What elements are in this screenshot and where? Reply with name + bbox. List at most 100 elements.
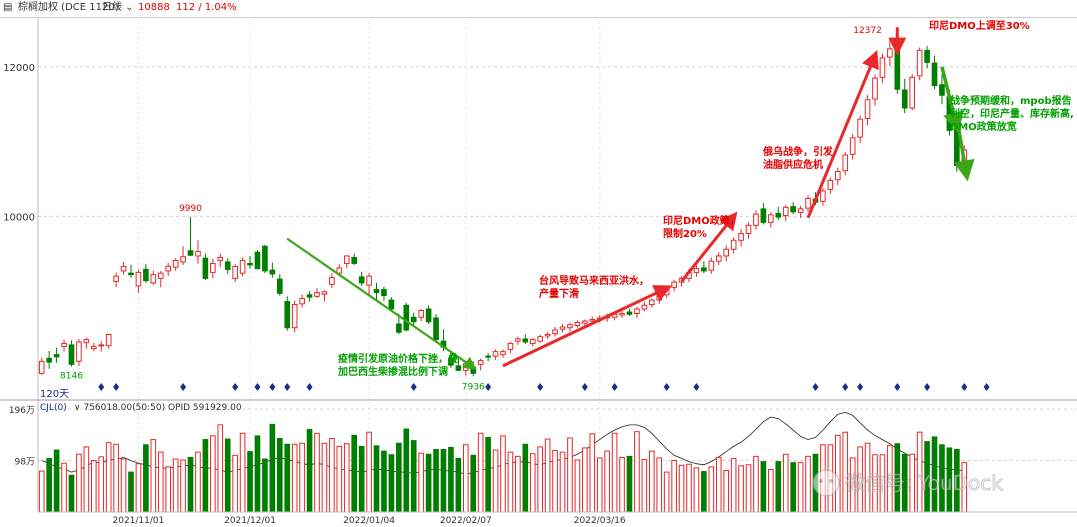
candle-body <box>515 338 521 342</box>
candle-body <box>150 274 157 284</box>
candle-body <box>834 170 841 181</box>
volume-bar <box>46 457 52 513</box>
volume-bar <box>239 432 246 513</box>
volume-bar <box>388 454 395 513</box>
signal-diamond <box>410 383 417 391</box>
candle-body <box>738 233 744 241</box>
candle-body <box>418 310 424 318</box>
candle-body <box>373 289 380 294</box>
volume-bar <box>396 442 402 513</box>
trend-arrow <box>806 50 879 219</box>
candle-body <box>939 84 945 96</box>
annotation-line: 加巴西生柴掺混比例下调 <box>337 365 448 378</box>
signal-diamond <box>485 383 492 391</box>
candle-body <box>448 357 454 366</box>
annotation-line: 限制20% <box>663 227 707 240</box>
annotation-line: 印尼DMO政策， <box>663 214 740 227</box>
volume-bar <box>753 455 759 513</box>
last-price: 10888 <box>138 2 170 13</box>
candle-body <box>247 262 253 266</box>
menu-icon[interactable]: ▤ <box>3 2 13 13</box>
candle-body <box>470 366 477 374</box>
period-select[interactable]: 日线 ⌄ <box>102 0 134 16</box>
candle-body <box>358 276 365 284</box>
period-label: 120天 <box>40 389 69 400</box>
volume-bar <box>611 432 618 513</box>
candle-body <box>842 154 849 172</box>
candle-body <box>529 339 536 344</box>
signal-diamond <box>812 383 819 391</box>
candle-body <box>388 299 395 310</box>
volume-bar <box>708 466 715 513</box>
candle-body <box>165 265 172 272</box>
candle-body <box>224 261 231 270</box>
volume-bar <box>157 451 164 513</box>
candle-body <box>321 291 328 295</box>
volume-bar <box>574 459 581 513</box>
watermark-text: 微信号: YouDock <box>845 471 1003 495</box>
signal-diamond <box>842 383 849 391</box>
volume-bar <box>61 462 67 513</box>
volume-bar <box>284 443 291 513</box>
volume-bar <box>768 468 774 513</box>
wechat-icon <box>812 469 840 497</box>
candle-body <box>768 214 774 223</box>
volume-bar <box>805 455 811 513</box>
volume-indicator-values: ∨ 756018.00(50:50) OPID 591929.00 <box>74 403 242 413</box>
candle-body <box>135 271 142 287</box>
trend-arrow <box>953 126 975 182</box>
volume-bar <box>425 453 432 513</box>
annotation-line: 台风导致马来西亚洪水， <box>539 274 649 287</box>
volume-bar <box>314 432 320 513</box>
volume-bar <box>715 456 722 513</box>
candle-body <box>634 308 640 315</box>
candle-body <box>195 250 201 257</box>
candle-body <box>306 294 313 298</box>
annotation-line: 利空，印尼产量、库存新高, <box>950 107 1074 120</box>
volume-bar <box>544 438 551 513</box>
candle-body <box>455 365 462 371</box>
volume-bar <box>299 442 305 513</box>
volume-bar <box>269 423 276 513</box>
period-label: 日线 <box>102 2 122 13</box>
candle-body <box>582 320 588 324</box>
price-tick-label: 10000 <box>3 212 35 223</box>
volume-bar <box>567 437 573 513</box>
volume-bar <box>775 461 782 513</box>
candle-body <box>879 57 886 78</box>
volume-bar <box>626 455 633 513</box>
date-tick-label: 2021/11/01 <box>113 516 165 526</box>
candle-body <box>299 298 305 305</box>
candle-body <box>820 190 826 202</box>
volume-bar <box>336 445 343 513</box>
candle-body <box>552 329 558 335</box>
candle-body <box>172 259 179 268</box>
price-point-label: 9990 <box>179 204 202 214</box>
volume-bar <box>477 432 484 513</box>
candle-body <box>90 345 97 350</box>
candle-body <box>314 292 320 297</box>
candle-body <box>38 360 45 374</box>
annotation-line: 油脂供应危机 <box>763 158 823 171</box>
watermark: 微信号: YouDock <box>812 469 1004 497</box>
chevron-down-icon: ⌄ <box>122 2 134 13</box>
signal-diamond <box>537 383 544 391</box>
volume-bar <box>187 456 194 513</box>
candle-body <box>864 99 871 119</box>
candle-body <box>901 89 908 109</box>
volume-bar <box>120 458 127 513</box>
instrument-name[interactable]: 棕榈加权 (DCE 1120) <box>18 2 119 13</box>
candle-body <box>187 250 194 256</box>
signal-diamond <box>581 383 588 391</box>
candle-body <box>626 311 633 315</box>
volume-bar <box>678 464 685 513</box>
candle-body <box>217 256 224 261</box>
volume-bar <box>634 431 640 513</box>
volume-bar <box>596 457 603 513</box>
candle-body <box>894 49 901 90</box>
date-tick-label: 2021/12/01 <box>224 516 276 526</box>
signal-diamond <box>306 383 313 391</box>
date-tick-label: 2022/01/04 <box>343 516 395 526</box>
candle-body <box>202 257 209 279</box>
